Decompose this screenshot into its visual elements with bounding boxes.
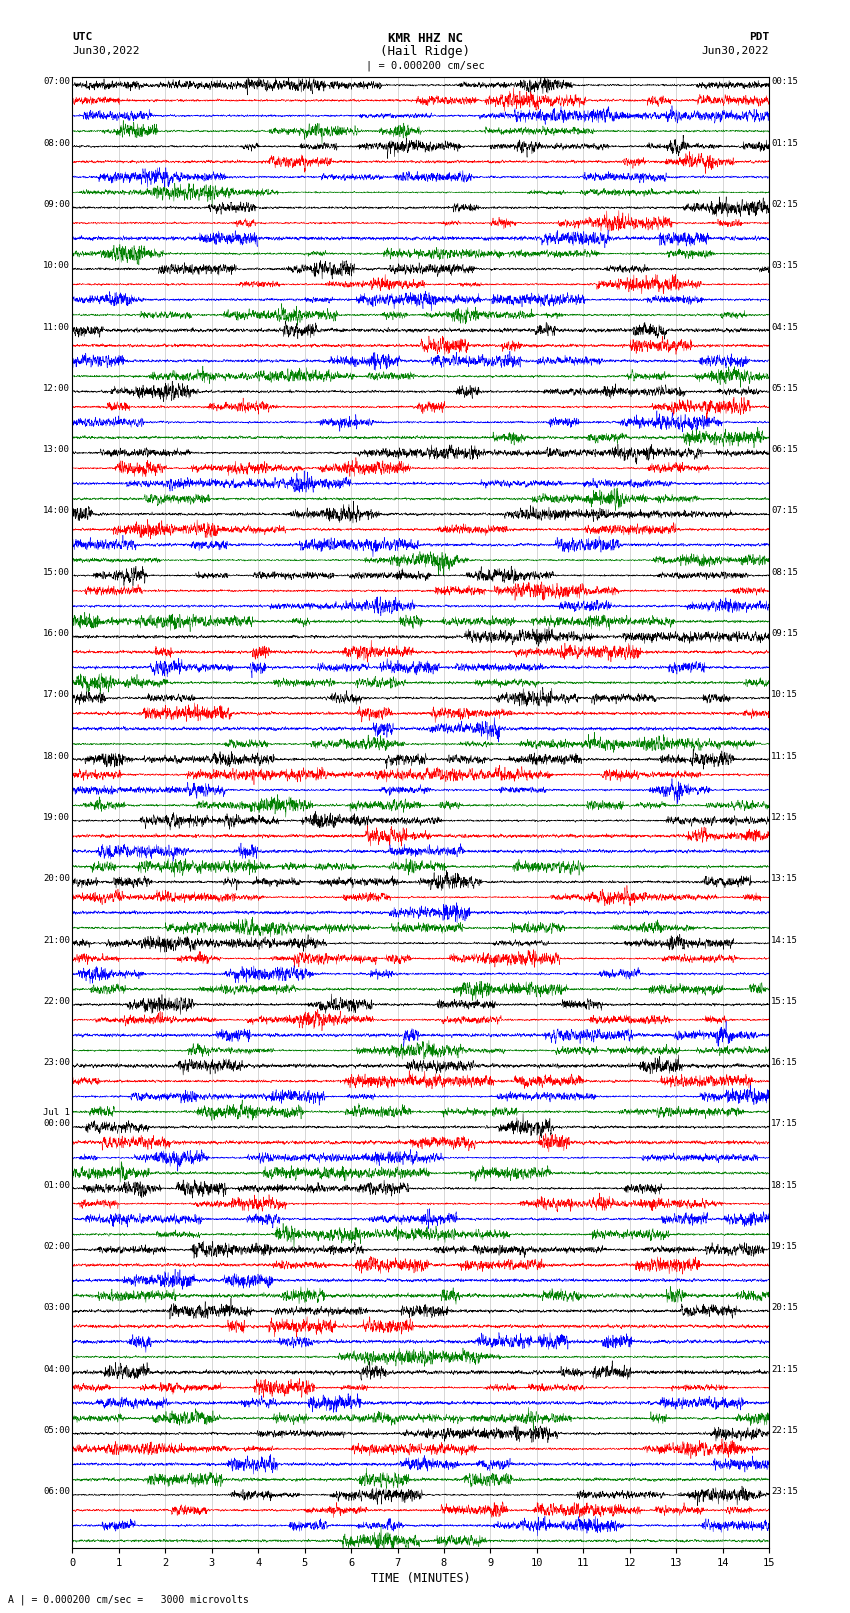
- Text: 15:15: 15:15: [771, 997, 798, 1007]
- Text: 18:00: 18:00: [43, 752, 71, 761]
- Text: PDT: PDT: [749, 32, 769, 42]
- Text: KMR HHZ NC: KMR HHZ NC: [388, 32, 462, 45]
- Text: 09:00: 09:00: [43, 200, 71, 210]
- Text: 23:15: 23:15: [771, 1487, 798, 1497]
- Text: 20:00: 20:00: [43, 874, 71, 884]
- Text: Jul 1: Jul 1: [43, 1108, 71, 1118]
- Text: (Hail Ridge): (Hail Ridge): [380, 45, 470, 58]
- Text: 05:15: 05:15: [771, 384, 798, 394]
- Text: 04:15: 04:15: [771, 323, 798, 332]
- Text: 20:15: 20:15: [771, 1303, 798, 1313]
- Text: 03:15: 03:15: [771, 261, 798, 271]
- Text: 14:15: 14:15: [771, 936, 798, 945]
- Text: 21:00: 21:00: [43, 936, 71, 945]
- Text: 01:15: 01:15: [771, 139, 798, 148]
- Text: 01:00: 01:00: [43, 1181, 71, 1190]
- X-axis label: TIME (MINUTES): TIME (MINUTES): [371, 1573, 471, 1586]
- Text: 00:00: 00:00: [43, 1119, 71, 1129]
- Text: UTC: UTC: [72, 32, 93, 42]
- Text: 09:15: 09:15: [771, 629, 798, 639]
- Text: 07:15: 07:15: [771, 506, 798, 516]
- Text: 13:15: 13:15: [771, 874, 798, 884]
- Text: 05:00: 05:00: [43, 1426, 71, 1436]
- Text: 19:00: 19:00: [43, 813, 71, 823]
- Text: A | = 0.000200 cm/sec =   3000 microvolts: A | = 0.000200 cm/sec = 3000 microvolts: [8, 1594, 249, 1605]
- Text: 22:15: 22:15: [771, 1426, 798, 1436]
- Text: 10:15: 10:15: [771, 690, 798, 700]
- Text: 10:00: 10:00: [43, 261, 71, 271]
- Text: 16:00: 16:00: [43, 629, 71, 639]
- Text: 21:15: 21:15: [771, 1365, 798, 1374]
- Text: 00:15: 00:15: [771, 77, 798, 87]
- Text: 14:00: 14:00: [43, 506, 71, 516]
- Text: Jun30,2022: Jun30,2022: [72, 47, 139, 56]
- Text: 08:00: 08:00: [43, 139, 71, 148]
- Text: 15:00: 15:00: [43, 568, 71, 577]
- Text: 22:00: 22:00: [43, 997, 71, 1007]
- Text: 12:00: 12:00: [43, 384, 71, 394]
- Text: 13:00: 13:00: [43, 445, 71, 455]
- Text: 17:15: 17:15: [771, 1119, 798, 1129]
- Text: 11:00: 11:00: [43, 323, 71, 332]
- Text: | = 0.000200 cm/sec: | = 0.000200 cm/sec: [366, 60, 484, 71]
- Text: 19:15: 19:15: [771, 1242, 798, 1252]
- Text: Jun30,2022: Jun30,2022: [702, 47, 769, 56]
- Text: 17:00: 17:00: [43, 690, 71, 700]
- Text: 04:00: 04:00: [43, 1365, 71, 1374]
- Text: 12:15: 12:15: [771, 813, 798, 823]
- Text: 03:00: 03:00: [43, 1303, 71, 1313]
- Text: 06:15: 06:15: [771, 445, 798, 455]
- Text: 18:15: 18:15: [771, 1181, 798, 1190]
- Text: 16:15: 16:15: [771, 1058, 798, 1068]
- Text: 08:15: 08:15: [771, 568, 798, 577]
- Text: 11:15: 11:15: [771, 752, 798, 761]
- Text: 02:00: 02:00: [43, 1242, 71, 1252]
- Text: 07:00: 07:00: [43, 77, 71, 87]
- Text: 23:00: 23:00: [43, 1058, 71, 1068]
- Text: 02:15: 02:15: [771, 200, 798, 210]
- Text: 06:00: 06:00: [43, 1487, 71, 1497]
